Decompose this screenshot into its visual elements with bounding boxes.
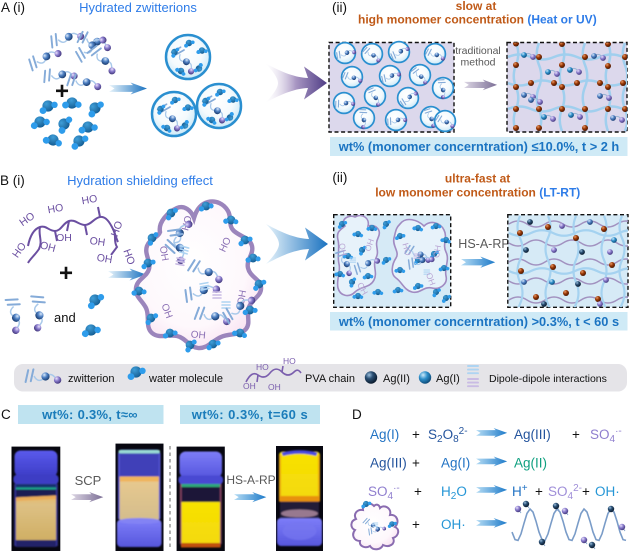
svg-text:OH: OH xyxy=(268,382,281,392)
svg-text:(ii): (ii) xyxy=(332,170,347,185)
svg-text:OH: OH xyxy=(243,381,256,391)
svg-text:Hydration shielding effect: Hydration shielding effect xyxy=(67,173,213,188)
svg-text:HO: HO xyxy=(283,356,296,366)
svg-text:HO: HO xyxy=(81,193,99,208)
svg-text:HO: HO xyxy=(17,210,37,229)
svg-text:wt%: 0.3%, t=60 s: wt%: 0.3%, t=60 s xyxy=(191,407,309,422)
svg-text:wt% (monomer concerntration) >: wt% (monomer concerntration) >0.3%, t < … xyxy=(338,314,619,329)
svg-text:+: + xyxy=(535,484,543,499)
svg-text:HO: HO xyxy=(47,202,65,217)
svg-text:zwitterion: zwitterion xyxy=(68,373,114,385)
svg-text:OH: OH xyxy=(431,244,443,258)
svg-text:+: + xyxy=(412,427,420,442)
svg-text:water molecule: water molecule xyxy=(148,373,223,385)
svg-text:OH·: OH· xyxy=(441,517,466,532)
svg-text:S2O82-: S2O82- xyxy=(428,426,468,445)
svg-text:A (i): A (i) xyxy=(1,0,25,15)
svg-text:OH: OH xyxy=(337,242,349,256)
svg-text:PVA chain: PVA chain xyxy=(305,373,355,385)
svg-text:HS-A-RP: HS-A-RP xyxy=(226,473,275,487)
svg-text:SO42-: SO42- xyxy=(548,483,582,502)
svg-text:OH: OH xyxy=(56,232,72,244)
svg-text:OH: OH xyxy=(236,289,249,306)
svg-text:+: + xyxy=(572,427,580,442)
svg-text:SCP: SCP xyxy=(75,473,102,488)
svg-text:Ag(I): Ag(I) xyxy=(436,373,460,385)
svg-text:OH: OH xyxy=(39,239,57,255)
svg-text:OH: OH xyxy=(159,302,174,320)
svg-text:Ag(I): Ag(I) xyxy=(441,456,470,471)
svg-text:OH·: OH· xyxy=(595,484,620,499)
svg-text:HO: HO xyxy=(120,248,137,267)
svg-text:OH: OH xyxy=(362,237,376,252)
svg-text:OH: OH xyxy=(190,329,206,341)
svg-text:HS-A-RP: HS-A-RP xyxy=(458,237,509,251)
svg-text:Ag(II): Ag(II) xyxy=(514,456,547,471)
svg-text:wt% (monomer concerntration) ≤: wt% (monomer concerntration) ≤10.0%, t >… xyxy=(338,139,620,154)
svg-text:D: D xyxy=(352,407,362,422)
svg-text:+: + xyxy=(414,484,422,499)
svg-text:HO: HO xyxy=(10,240,29,260)
svg-text:HO: HO xyxy=(256,362,269,372)
svg-text:B (i): B (i) xyxy=(0,173,25,188)
svg-text:OH: OH xyxy=(157,245,170,262)
svg-text:Hydrated zwitterions: Hydrated zwitterions xyxy=(79,0,197,15)
svg-text:high monomer concentration (He: high monomer concentration (Heat or UV) xyxy=(358,13,597,27)
svg-text:traditional: traditional xyxy=(455,45,501,57)
svg-text:Ag(II): Ag(II) xyxy=(383,373,410,385)
svg-text:SO4·-: SO4·- xyxy=(590,426,622,445)
svg-text:+: + xyxy=(55,78,69,105)
svg-text:ultra-fast at: ultra-fast at xyxy=(445,172,510,186)
svg-text:H2O: H2O xyxy=(441,484,467,502)
svg-text:+: + xyxy=(59,260,73,287)
svg-text:+: + xyxy=(412,456,420,471)
svg-text:Ag(III): Ag(III) xyxy=(370,456,407,471)
svg-text:slow at: slow at xyxy=(456,0,497,13)
svg-text:+: + xyxy=(582,484,590,499)
svg-text:Dipole-dipole interactions: Dipole-dipole interactions xyxy=(489,373,607,385)
svg-text:OH: OH xyxy=(96,252,114,267)
svg-text:low monomer concentration (LT-: low monomer concentration (LT-RT) xyxy=(375,186,580,200)
svg-text:and: and xyxy=(54,310,76,325)
svg-text:C: C xyxy=(1,407,11,422)
svg-text:wt%: 0.3%, t≈∞: wt%: 0.3%, t≈∞ xyxy=(41,407,138,422)
svg-text:SO4·-: SO4·- xyxy=(368,483,400,502)
svg-text:HO: HO xyxy=(109,220,126,239)
svg-text:Ag(I): Ag(I) xyxy=(370,427,399,442)
svg-text:HO: HO xyxy=(400,242,413,257)
svg-text:(ii): (ii) xyxy=(332,0,347,15)
svg-text:method: method xyxy=(460,57,495,69)
svg-text:+: + xyxy=(412,517,420,532)
svg-text:OH: OH xyxy=(89,235,106,249)
svg-text:OH: OH xyxy=(424,271,438,286)
svg-text:Ag(III): Ag(III) xyxy=(514,427,551,442)
svg-text:H+: H+ xyxy=(512,483,528,499)
